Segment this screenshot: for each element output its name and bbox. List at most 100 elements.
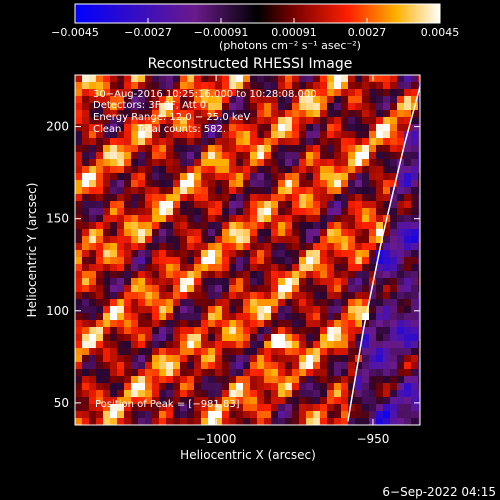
heatmap-cell bbox=[362, 362, 369, 369]
heatmap-cell bbox=[201, 271, 208, 278]
heatmap-cell bbox=[306, 257, 313, 264]
heatmap-cell bbox=[194, 222, 201, 229]
heatmap-cell bbox=[271, 369, 278, 376]
heatmap-cell bbox=[82, 257, 89, 264]
heatmap-cell bbox=[397, 110, 404, 117]
heatmap-cell bbox=[397, 313, 404, 320]
heatmap-cell bbox=[215, 103, 222, 110]
heatmap-cell bbox=[131, 89, 138, 96]
heatmap-cell bbox=[369, 292, 376, 299]
heatmap-cell bbox=[383, 327, 390, 334]
heatmap-cell bbox=[292, 75, 299, 82]
heatmap-cell bbox=[306, 222, 313, 229]
heatmap-cell bbox=[117, 355, 124, 362]
heatmap-cell bbox=[306, 334, 313, 341]
footer-timestamp: 6−Sep-2022 04:15 bbox=[382, 485, 496, 499]
heatmap-cell bbox=[390, 131, 397, 138]
heatmap-cell bbox=[180, 376, 187, 383]
heatmap-cell bbox=[138, 348, 145, 355]
heatmap-cell bbox=[306, 264, 313, 271]
heatmap-cell bbox=[264, 285, 271, 292]
heatmap-cell bbox=[222, 82, 229, 89]
heatmap-cell bbox=[411, 145, 418, 152]
heatmap-cell bbox=[334, 327, 341, 334]
heatmap-cell bbox=[166, 180, 173, 187]
heatmap-cell bbox=[362, 271, 369, 278]
heatmap-cell bbox=[180, 404, 187, 411]
heatmap-cell bbox=[271, 341, 278, 348]
heatmap-cell bbox=[110, 299, 117, 306]
heatmap-cell bbox=[376, 145, 383, 152]
heatmap-cell bbox=[355, 201, 362, 208]
heatmap-cell bbox=[82, 404, 89, 411]
heatmap-cell bbox=[96, 180, 103, 187]
heatmap-cell bbox=[376, 187, 383, 194]
heatmap-cell bbox=[355, 264, 362, 271]
heatmap-cell bbox=[201, 89, 208, 96]
heatmap-cell bbox=[355, 278, 362, 285]
heatmap-cell bbox=[341, 159, 348, 166]
heatmap-cell bbox=[299, 222, 306, 229]
heatmap-cell bbox=[124, 250, 131, 257]
heatmap-cell bbox=[348, 75, 355, 82]
heatmap-cell bbox=[397, 418, 404, 425]
heatmap-cell bbox=[418, 138, 420, 145]
heatmap-cell bbox=[152, 110, 159, 117]
heatmap-cell bbox=[229, 369, 236, 376]
heatmap-cell bbox=[208, 341, 215, 348]
heatmap-cell bbox=[117, 306, 124, 313]
heatmap-cell bbox=[369, 257, 376, 264]
heatmap-cell bbox=[313, 250, 320, 257]
heatmap-cell bbox=[124, 194, 131, 201]
heatmap-cell bbox=[257, 306, 264, 313]
heatmap-cell bbox=[369, 306, 376, 313]
heatmap-cell bbox=[229, 292, 236, 299]
heatmap-cell bbox=[243, 138, 250, 145]
heatmap-cell bbox=[124, 131, 131, 138]
heatmap-cell bbox=[376, 89, 383, 96]
heatmap-cell bbox=[208, 180, 215, 187]
heatmap-cell bbox=[404, 96, 411, 103]
heatmap-cell bbox=[159, 194, 166, 201]
heatmap-cell bbox=[306, 89, 313, 96]
heatmap-cell bbox=[390, 341, 397, 348]
heatmap-cell bbox=[250, 278, 257, 285]
heatmap-cell bbox=[292, 229, 299, 236]
heatmap-cell bbox=[383, 313, 390, 320]
heatmap-cell bbox=[383, 362, 390, 369]
heatmap-cell bbox=[187, 138, 194, 145]
heatmap-cell bbox=[362, 404, 369, 411]
heatmap-cell bbox=[313, 243, 320, 250]
heatmap-cell bbox=[117, 229, 124, 236]
heatmap-cell bbox=[327, 390, 334, 397]
heatmap-cell bbox=[292, 117, 299, 124]
heatmap-cell bbox=[257, 89, 264, 96]
heatmap-cell bbox=[215, 152, 222, 159]
heatmap-cell bbox=[159, 222, 166, 229]
heatmap-cell bbox=[299, 131, 306, 138]
heatmap-cell bbox=[173, 271, 180, 278]
heatmap-cell bbox=[187, 103, 194, 110]
heatmap-cell bbox=[229, 306, 236, 313]
heatmap-cell bbox=[159, 362, 166, 369]
heatmap-cell bbox=[89, 243, 96, 250]
heatmap-cell bbox=[334, 404, 341, 411]
heatmap-cell bbox=[250, 201, 257, 208]
heatmap-cell bbox=[306, 131, 313, 138]
heatmap-cell bbox=[110, 194, 117, 201]
heatmap-cell bbox=[124, 243, 131, 250]
heatmap-cell bbox=[285, 75, 292, 82]
heatmap-cell bbox=[264, 131, 271, 138]
heatmap-cell bbox=[397, 278, 404, 285]
heatmap-cell bbox=[187, 271, 194, 278]
heatmap-cell bbox=[117, 159, 124, 166]
heatmap-cell bbox=[362, 243, 369, 250]
heatmap-cell bbox=[159, 75, 166, 82]
heatmap-cell bbox=[348, 278, 355, 285]
heatmap-cell bbox=[411, 89, 418, 96]
heatmap-cell bbox=[159, 215, 166, 222]
heatmap-cell bbox=[383, 96, 390, 103]
x-axis-label: Heliocentric X (arcsec) bbox=[180, 448, 316, 462]
heatmap-cell bbox=[299, 313, 306, 320]
heatmap-cell bbox=[355, 187, 362, 194]
